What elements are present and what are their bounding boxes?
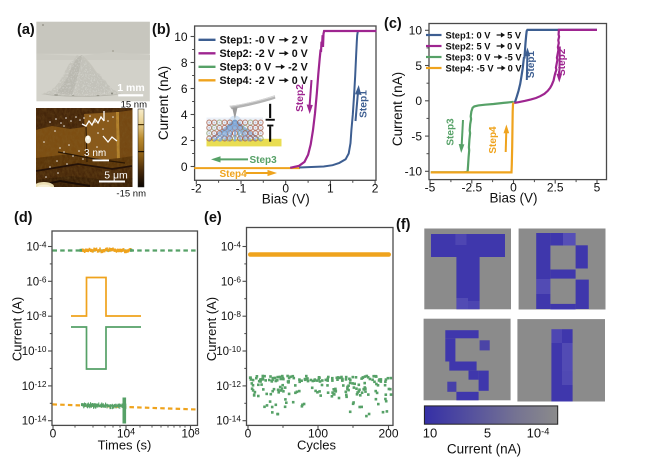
svg-text:0: 0 <box>415 94 422 108</box>
svg-text:10-14: 10-14 <box>216 414 241 428</box>
svg-text:10-14: 10-14 <box>22 414 47 428</box>
svg-text:5 μm: 5 μm <box>104 170 128 182</box>
svg-text:Step3: Step3 <box>445 118 456 146</box>
svg-text:Step4: Step4 <box>220 169 248 180</box>
svg-text:10-10: 10-10 <box>216 344 241 358</box>
svg-text:10-12: 10-12 <box>22 379 47 393</box>
svg-text:1 mm: 1 mm <box>117 82 144 94</box>
svg-text:15 nm: 15 nm <box>121 100 147 111</box>
svg-text:Step3: 0 V: Step3: 0 V <box>220 62 273 74</box>
svg-text:(a): (a) <box>17 22 35 38</box>
svg-text:2: 2 <box>181 134 188 148</box>
svg-text:-2.5: -2.5 <box>461 181 482 195</box>
svg-text:2.5: 2.5 <box>547 181 564 195</box>
svg-text:Step2: Step2 <box>557 48 568 76</box>
svg-text:Step4: Step4 <box>488 126 499 154</box>
svg-text:0 V: 0 V <box>292 48 309 60</box>
svg-text:Current (nA): Current (nA) <box>156 66 171 140</box>
svg-text:10: 10 <box>174 30 188 44</box>
svg-text:5: 5 <box>594 181 601 195</box>
svg-text:(b): (b) <box>152 22 171 38</box>
svg-text:10-8: 10-8 <box>221 310 242 324</box>
svg-text:2 V: 2 V <box>292 35 309 47</box>
svg-text:-5 V: -5 V <box>505 53 523 63</box>
svg-text:0 V: 0 V <box>507 42 522 52</box>
svg-text:100: 100 <box>308 427 328 441</box>
svg-text:(d): (d) <box>14 210 33 226</box>
svg-text:Times (s): Times (s) <box>98 438 152 453</box>
svg-text:Step1: 0 V: Step1: 0 V <box>446 31 492 41</box>
svg-text:-2: -2 <box>191 182 202 196</box>
svg-text:-5: -5 <box>411 129 422 143</box>
svg-text:Bias (V): Bias (V) <box>489 191 537 206</box>
svg-text:10: 10 <box>409 24 423 38</box>
svg-text:10-6: 10-6 <box>221 275 242 289</box>
svg-text:0: 0 <box>181 160 188 174</box>
svg-text:(c): (c) <box>384 16 402 32</box>
svg-text:Step2: Step2 <box>295 84 306 112</box>
svg-text:-15 nm: -15 nm <box>116 189 146 200</box>
svg-text:-10: -10 <box>405 165 423 179</box>
svg-text:0 V: 0 V <box>292 75 309 87</box>
svg-text:Step3: Step3 <box>250 155 278 166</box>
svg-text:10-12: 10-12 <box>216 379 241 393</box>
svg-text:(f): (f) <box>396 217 411 233</box>
svg-text:Step1: Step1 <box>526 50 537 78</box>
svg-text:Current (A): Current (A) <box>10 297 25 361</box>
svg-text:0: 0 <box>510 181 517 195</box>
svg-text:Step1: Step1 <box>359 90 370 118</box>
svg-text:-1: -1 <box>236 182 247 196</box>
svg-text:Cycles: Cycles <box>297 438 337 453</box>
svg-text:(e): (e) <box>204 210 222 226</box>
svg-text:2: 2 <box>372 182 379 196</box>
svg-text:Step4: -5 V: Step4: -5 V <box>446 64 495 74</box>
svg-text:Step4: -2 V: Step4: -2 V <box>220 75 276 87</box>
svg-text:10-4: 10-4 <box>221 240 242 254</box>
svg-text:Current (A): Current (A) <box>204 297 219 361</box>
svg-text:8: 8 <box>181 56 188 70</box>
svg-text:10-4: 10-4 <box>527 426 550 441</box>
svg-text:0 V: 0 V <box>508 64 523 74</box>
svg-text:Step2: 5 V: Step2: 5 V <box>446 42 492 52</box>
svg-text:-2 V: -2 V <box>288 62 308 74</box>
svg-text:10-6: 10-6 <box>26 275 47 289</box>
svg-text:Step2: -2 V: Step2: -2 V <box>220 48 276 60</box>
svg-text:10: 10 <box>423 426 437 441</box>
svg-text:Step1: -0 V: Step1: -0 V <box>220 35 276 47</box>
svg-text:-5: -5 <box>425 181 436 195</box>
svg-text:6: 6 <box>181 82 188 96</box>
svg-text:1: 1 <box>327 182 334 196</box>
svg-text:10-10: 10-10 <box>22 344 47 358</box>
svg-text:Current (nA): Current (nA) <box>390 72 405 146</box>
svg-text:3 nm: 3 nm <box>84 148 106 159</box>
svg-text:0: 0 <box>245 427 252 441</box>
svg-text:5: 5 <box>415 59 422 73</box>
svg-text:0: 0 <box>282 182 289 196</box>
svg-text:Bias (V): Bias (V) <box>262 192 310 207</box>
svg-text:0: 0 <box>50 427 57 441</box>
svg-text:108: 108 <box>181 427 199 441</box>
svg-text:200: 200 <box>378 427 398 441</box>
svg-text:5: 5 <box>484 426 491 441</box>
svg-text:10-8: 10-8 <box>26 310 47 324</box>
svg-text:Current (nA): Current (nA) <box>447 442 521 457</box>
svg-text:10-4: 10-4 <box>26 240 47 254</box>
svg-text:Step3: 0 V: Step3: 0 V <box>446 53 492 63</box>
svg-text:5 V: 5 V <box>507 31 522 41</box>
svg-text:4: 4 <box>181 108 188 122</box>
